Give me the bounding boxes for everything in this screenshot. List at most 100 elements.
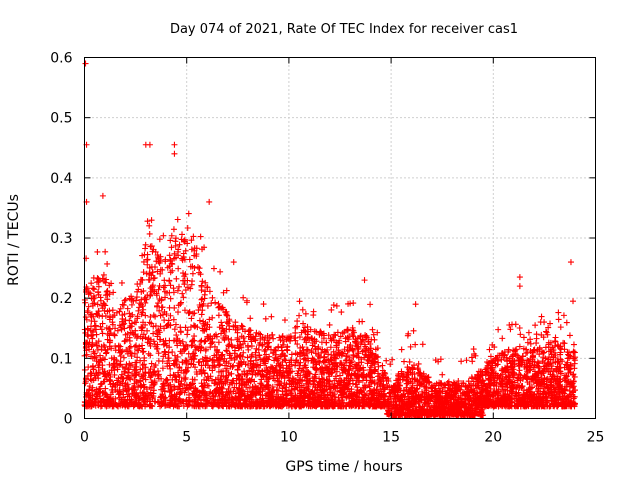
data-point <box>228 379 235 386</box>
data-point <box>457 394 464 401</box>
data-point <box>122 403 129 410</box>
data-point <box>271 377 278 384</box>
data-point <box>219 322 226 329</box>
data-point <box>262 392 269 399</box>
data-point <box>170 226 177 233</box>
data-point <box>82 314 89 321</box>
data-point <box>190 322 197 329</box>
data-point <box>225 342 232 349</box>
data-point <box>155 357 162 364</box>
data-point <box>495 357 502 364</box>
data-point <box>173 358 180 365</box>
data-point <box>142 369 149 376</box>
data-point <box>355 367 362 374</box>
data-point <box>206 288 213 295</box>
data-point <box>165 355 172 362</box>
data-point <box>167 322 174 329</box>
data-point <box>286 363 293 370</box>
data-point <box>545 385 552 392</box>
data-point <box>235 372 241 379</box>
data-point <box>487 380 494 387</box>
data-point <box>167 312 174 319</box>
data-point <box>156 307 163 314</box>
data-point <box>524 369 531 376</box>
data-point <box>114 327 121 334</box>
data-point <box>539 401 546 408</box>
data-point <box>187 263 194 270</box>
data-point <box>184 225 191 232</box>
data-point <box>204 302 211 309</box>
data-point <box>283 362 290 369</box>
data-point <box>189 310 196 317</box>
data-point <box>279 385 286 392</box>
data-point <box>545 356 552 363</box>
data-point <box>160 381 167 388</box>
data-point <box>89 342 96 349</box>
data-point <box>127 376 134 383</box>
data-point <box>191 245 198 252</box>
data-point <box>225 360 232 367</box>
data-point <box>142 312 149 319</box>
data-point <box>492 372 499 379</box>
data-point <box>521 372 528 379</box>
data-point <box>551 349 558 356</box>
data-point <box>235 372 242 379</box>
data-point <box>106 370 113 377</box>
data-point <box>529 391 536 398</box>
data-point <box>469 358 476 365</box>
data-point <box>159 365 166 372</box>
data-point <box>341 346 348 353</box>
data-point <box>519 383 526 390</box>
data-point <box>252 337 259 344</box>
data-point <box>274 395 281 402</box>
data-point <box>110 397 117 404</box>
data-point <box>285 387 292 394</box>
data-point <box>245 362 252 369</box>
data-point <box>381 402 388 409</box>
data-point <box>532 368 539 375</box>
data-point <box>258 399 265 406</box>
data-point <box>542 328 549 335</box>
data-point <box>514 375 521 382</box>
data-point <box>147 366 154 373</box>
data-point <box>477 394 484 401</box>
data-point <box>210 393 217 400</box>
data-point <box>225 372 232 379</box>
data-point <box>156 282 163 289</box>
data-point <box>122 400 129 407</box>
data-point <box>315 358 322 365</box>
data-point <box>199 278 206 285</box>
data-point <box>214 346 221 353</box>
data-point <box>94 301 101 308</box>
data-point <box>300 348 307 355</box>
data-point <box>499 380 506 387</box>
data-point <box>556 383 563 390</box>
data-point <box>87 369 94 376</box>
data-point <box>147 373 154 380</box>
data-point <box>281 353 288 360</box>
data-point <box>215 339 222 346</box>
data-point <box>291 386 298 393</box>
data-point <box>104 346 111 353</box>
data-point <box>161 395 168 402</box>
data-point <box>178 299 185 306</box>
data-point <box>150 323 157 330</box>
data-point <box>229 399 236 406</box>
data-point <box>506 357 513 364</box>
data-point <box>464 395 471 402</box>
data-point <box>418 373 425 380</box>
data-point <box>366 394 373 401</box>
data-point <box>128 323 135 330</box>
data-point <box>508 395 515 402</box>
data-point <box>99 320 106 327</box>
data-point <box>200 318 207 325</box>
data-point <box>102 248 109 255</box>
data-point <box>366 383 373 390</box>
data-point <box>524 339 531 346</box>
data-point <box>143 270 150 277</box>
data-point <box>358 396 365 403</box>
data-point <box>302 357 309 364</box>
data-point <box>310 312 317 319</box>
data-point <box>262 315 269 322</box>
data-point <box>106 337 113 344</box>
